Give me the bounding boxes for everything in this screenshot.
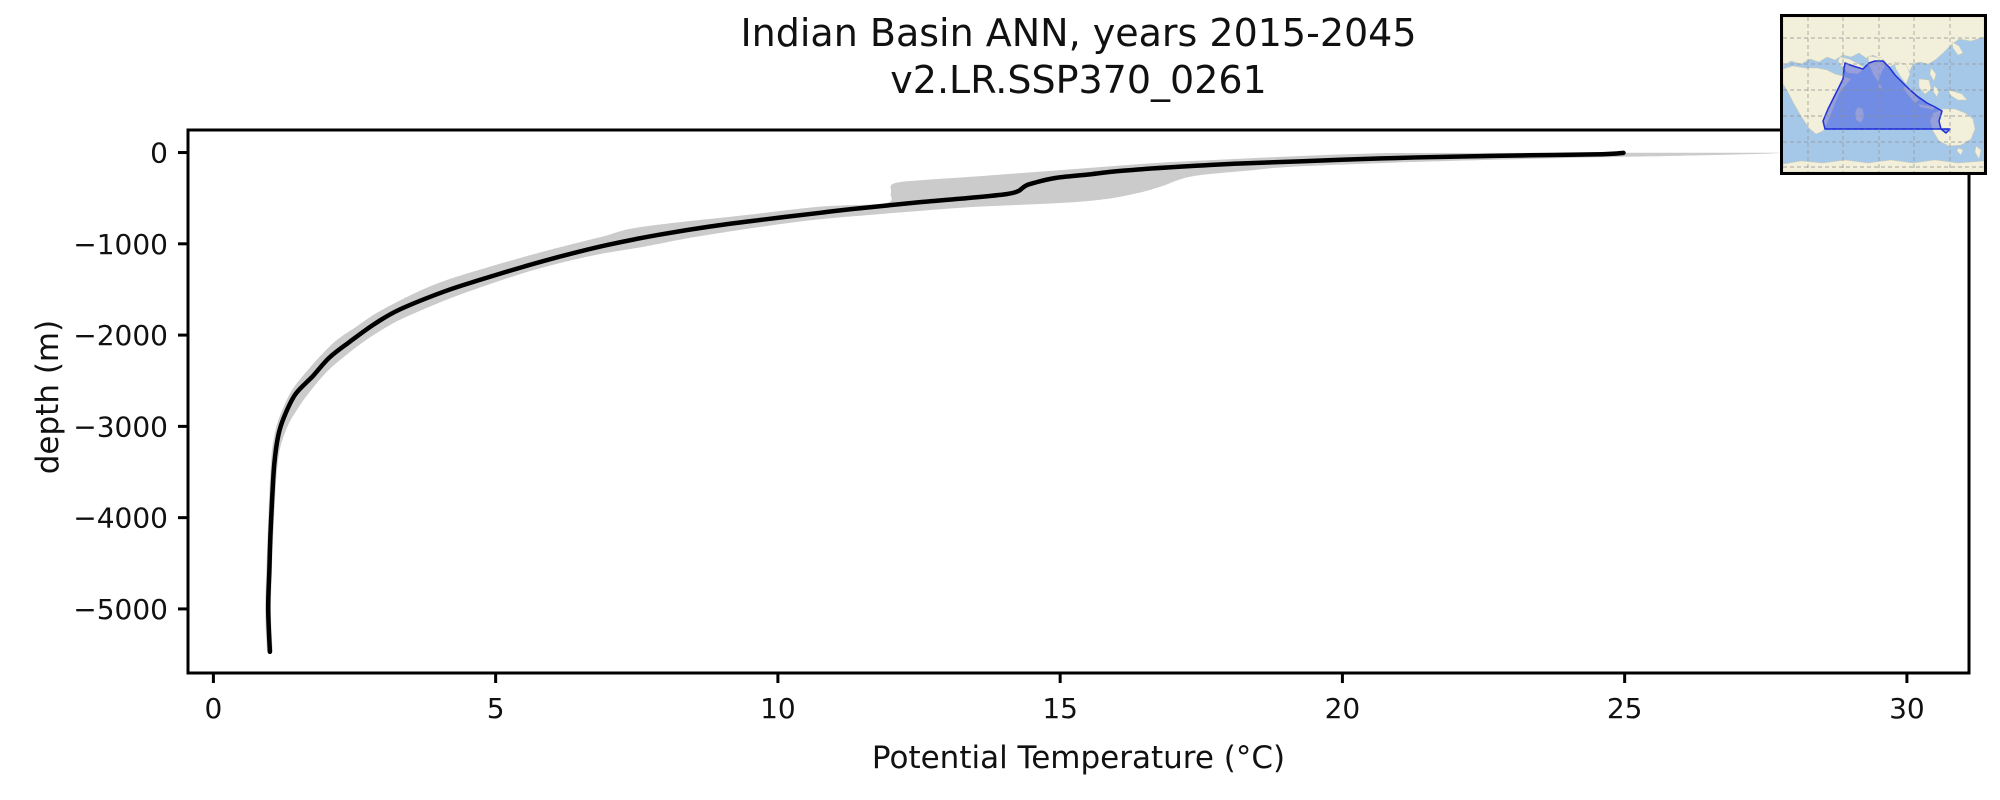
x-tick-label: 0 <box>204 692 222 725</box>
y-tick-label: −4000 <box>73 502 168 535</box>
uncertainty-band <box>265 152 1783 652</box>
chart-title-line1: Indian Basin ANN, years 2015-2045 <box>740 11 1417 55</box>
land-new-zealand <box>1974 145 1982 160</box>
axes-group <box>178 128 1971 683</box>
y-tick-label: −1000 <box>73 228 168 261</box>
region-inset-map <box>1780 14 1987 175</box>
land-antarctica <box>1783 159 1984 172</box>
land-tasmania <box>1956 147 1964 156</box>
land-australia <box>1929 108 1976 147</box>
x-axis-label: Potential Temperature (°C) <box>871 740 1286 776</box>
x-tick-label: 15 <box>1042 692 1078 725</box>
land-sulawesi <box>1932 85 1940 98</box>
x-tick-label: 10 <box>760 692 796 725</box>
land-borneo <box>1918 78 1932 95</box>
y-tick-label: −5000 <box>73 593 168 626</box>
axes-box <box>186 128 1971 675</box>
x-tick-label: 5 <box>487 692 505 725</box>
x-tick-label: 25 <box>1607 692 1643 725</box>
y-tick-label: −3000 <box>73 410 168 443</box>
profile-line-group <box>265 150 1626 655</box>
land-philippines <box>1929 67 1937 82</box>
y-axis-label: depth (m) <box>30 319 66 475</box>
land-japan <box>1951 41 1964 56</box>
y-tick-label: −2000 <box>73 319 168 352</box>
tick-labels-group: 0 5 10 15 20 25 30 0 −1000 −2000 −3000 −4000 −5000 <box>73 137 1924 725</box>
uncertainty-band-group <box>265 152 1783 652</box>
chart-title: Indian Basin ANN, years 2015-2045 v2.LR.… <box>188 10 1969 104</box>
inset-graticule <box>1783 17 1984 172</box>
chart-title-line2: v2.LR.SSP370_0261 <box>890 58 1267 102</box>
indian-basin-region-highlight <box>1822 60 1951 134</box>
x-tick-label: 30 <box>1889 692 1925 725</box>
mean-profile-line <box>265 150 1626 655</box>
x-tick-label: 20 <box>1325 692 1361 725</box>
y-tick-label: 0 <box>150 137 168 170</box>
